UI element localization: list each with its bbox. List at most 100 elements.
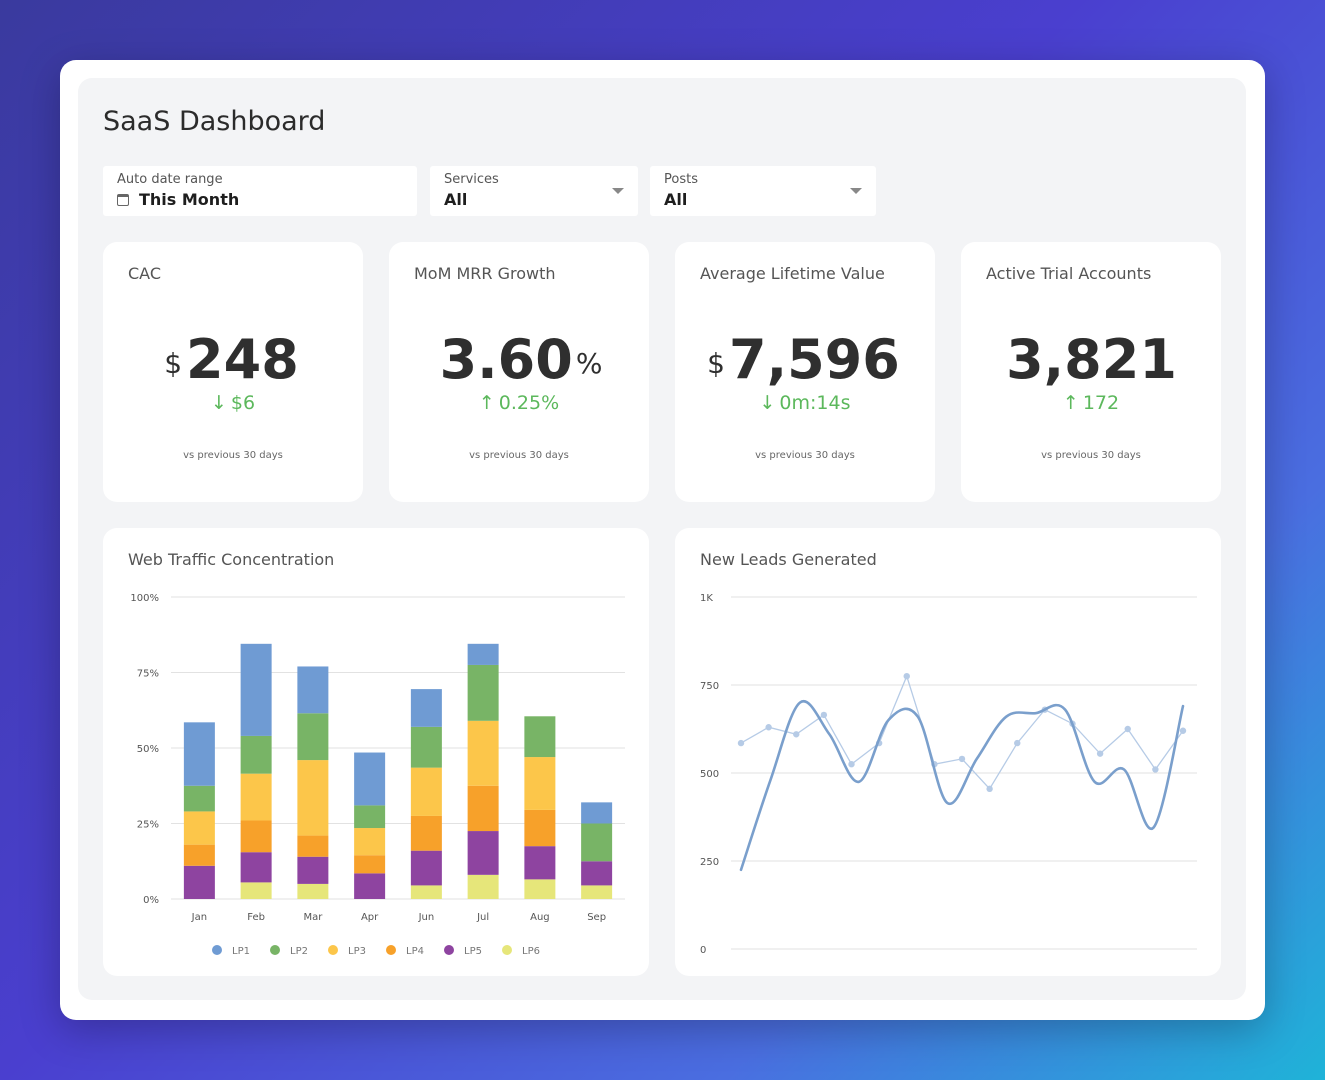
bar-segment-lp6 [524,879,556,899]
chevron-down-icon[interactable] [612,188,624,194]
kpi-currency: $ [164,347,183,380]
kpi-value: $7,596 [675,330,935,390]
bar-segment-lp1 [240,643,272,736]
bar-segment-lp5 [297,856,329,884]
data-point [903,673,910,680]
x-tick-label: Mar [303,912,323,923]
kpi-comparison: vs previous 30 days [183,450,283,461]
arrow-down-icon: ↓ [759,392,776,414]
kpi-card-cac: CAC $248 ↓ $6 vs previous 30 days [103,242,363,502]
data-point [1014,739,1021,747]
bar-segment-lp3 [183,811,215,845]
bar-segment-lp6 [467,874,499,899]
bar-segment-lp3 [297,760,329,836]
kpi-card-active-trials: Active Trial Accounts 3,821 ↑ 172 vs prev… [961,242,1221,502]
dashboard-frame: SaaS Dashboard Auto date range This Mont… [60,60,1265,1020]
data-point [793,731,800,738]
legend-label: LP6 [522,946,540,957]
bar-segment-lp5 [183,865,215,899]
bar-segment-lp6 [240,882,272,899]
y-tick-label: 50% [137,744,159,755]
kpi-suffix: % [575,347,603,380]
legend-swatch [328,945,338,955]
bar-segment-lp1 [297,666,329,714]
web-traffic-card: Web Traffic Concentration 0% 25% 50% 75% 100… [103,528,649,976]
page-title: SaaS Dashboard [103,106,326,137]
data-point [765,724,772,731]
x-tick-label: Jul [476,912,489,923]
bar-segment-lp4 [240,820,272,853]
legend-swatch [386,945,396,955]
kpi-card-mrr-growth: MoM MRR Growth 3.60% ↑ 0.25% vs previous … [389,242,649,502]
kpi-delta: ↓ $6 [103,392,363,414]
arrow-up-icon: ↑ [1062,392,1079,414]
kpi-title: MoM MRR Growth [414,264,556,283]
bar-segment-lp5 [240,852,272,883]
data-point [986,785,993,793]
data-point [848,761,855,768]
bar-segment-lp5 [524,846,556,880]
smooth-series-line [739,699,1185,872]
y-tick-label: 250 [700,857,719,868]
bar-segment-lp3 [354,828,386,856]
legend-swatch [444,945,454,955]
bar-segment-lp5 [467,831,499,875]
line-chart: 0 250 500 750 1K [700,593,1197,956]
x-tick-label: Apr [361,912,379,923]
chevron-down-icon[interactable] [850,188,862,194]
kpi-delta: ↑ 0.25% [389,392,649,414]
legend-label: LP1 [232,946,250,957]
x-tick-label: Feb [247,912,265,923]
bar-segment-lp4 [354,855,386,874]
kpi-number: 248 [186,328,299,391]
bar-segment-lp4 [297,835,329,857]
bar-segment-lp6 [581,885,613,899]
kpi-title: Average Lifetime Value [700,264,885,283]
kpi-delta-value: $6 [230,392,256,414]
legend-label: LP5 [464,946,482,957]
bar-segment-lp2 [467,664,499,721]
bar-segment-lp4 [467,785,499,832]
x-tick-label: Sep [587,912,606,923]
bar-segment-lp4 [524,809,556,847]
bar-segment-lp3 [524,757,556,810]
x-tick-label: Jun [418,912,435,923]
legend-swatch [270,945,280,955]
kpi-delta: ↑ 172 [961,392,1221,414]
y-tick-label: 500 [700,769,719,780]
services-value: All [444,190,468,209]
data-point [1096,750,1104,757]
kpi-title: Active Trial Accounts [986,264,1152,283]
bar-segment-lp6 [297,883,329,899]
bar-segment-lp2 [581,823,613,862]
bar-segment-lp6 [410,885,442,899]
stacked-bar-chart: 0% 25% 50% 75% 100% Jan Feb Mar Apr Jun Jul Aug Sep L… [130,593,625,957]
y-tick-label: 100% [130,593,159,604]
data-point [958,755,966,763]
kpi-value: 3.60% [389,330,649,390]
data-point [1124,725,1131,733]
legend-swatch [212,945,222,955]
bar-segment-lp2 [297,713,329,761]
bar-segment-lp5 [410,850,442,886]
y-tick-label: 0% [143,895,159,906]
bar-segment-lp4 [410,815,442,851]
bar-segment-lp1 [410,689,442,727]
bar-segment-lp5 [581,861,613,886]
arrow-down-icon: ↓ [210,392,227,414]
services-filter[interactable]: Services All [430,166,638,216]
posts-filter[interactable]: Posts All [650,166,876,216]
date-range-filter[interactable]: Auto date range This Month [103,166,417,216]
y-tick-label: 750 [700,681,719,692]
kpi-value: $248 [103,330,363,390]
data-point [1152,766,1159,773]
bar-segment-lp2 [354,805,386,829]
bar-segment-lp3 [410,767,442,816]
bar-segment-lp1 [354,752,386,806]
bar-segment-lp3 [240,773,272,821]
light-series-line [740,674,1184,790]
kpi-comparison: vs previous 30 days [755,450,855,461]
kpi-currency: $ [707,347,725,380]
y-tick-label: 25% [137,820,159,831]
bar-segment-lp1 [183,722,215,786]
